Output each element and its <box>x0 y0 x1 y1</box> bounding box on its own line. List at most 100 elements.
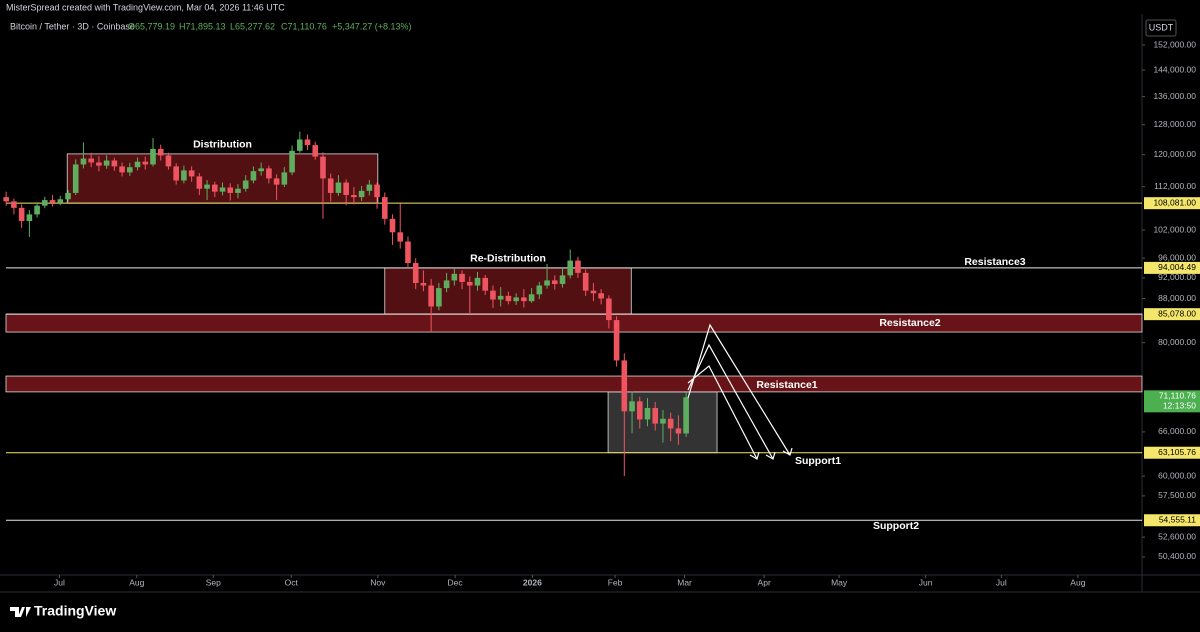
candle-body <box>273 178 280 185</box>
brand: TradingView <box>34 603 116 619</box>
ohlc-value: H71,895.13 <box>179 21 226 31</box>
candle-body <box>119 166 125 173</box>
candle-body <box>235 188 241 193</box>
candle-body <box>636 401 643 420</box>
level-label: 54,555.11 <box>1159 514 1196 524</box>
candle-body <box>466 281 473 286</box>
y-tick-label: 102,000.00 <box>1153 224 1196 234</box>
y-tick-label: 120,000.00 <box>1153 149 1196 159</box>
x-tick-label: Apr <box>758 577 771 587</box>
candle-body <box>389 218 396 233</box>
annotation: Support2 <box>873 520 919 532</box>
x-tick-label: Nov <box>370 577 386 587</box>
arrow-head <box>765 451 776 460</box>
candle-body <box>505 295 512 302</box>
y-tick-label: 80,000.00 <box>1158 337 1196 347</box>
candle-body <box>219 187 226 192</box>
candle-body <box>497 295 504 300</box>
candle-body <box>335 182 342 193</box>
y-tick-label: 136,000.00 <box>1153 91 1196 101</box>
candle-body <box>3 197 9 202</box>
candle-body <box>667 418 674 429</box>
candle-body <box>127 167 133 173</box>
candle-body <box>621 360 628 412</box>
y-tick-label: 52,600.00 <box>1158 531 1196 541</box>
candle-body <box>358 190 365 198</box>
y-tick-label: 112,000.00 <box>1154 181 1196 191</box>
candle-body <box>675 428 682 434</box>
candle-body <box>49 200 56 203</box>
candle-body <box>405 241 411 264</box>
level-label: 85,078.00 <box>1158 308 1196 318</box>
arrow-head <box>782 447 793 456</box>
x-tick-label: Mar <box>677 577 692 587</box>
annotation: Resistance3 <box>964 256 1025 268</box>
candle-body <box>513 297 519 302</box>
candle-body <box>88 158 94 163</box>
x-tick-label: Oct <box>285 577 299 587</box>
candle-body <box>683 397 689 434</box>
currency-box <box>1145 19 1177 37</box>
candle-body <box>397 232 404 242</box>
candle-body <box>366 184 373 191</box>
candle-body <box>65 192 71 200</box>
candle-body <box>412 263 419 283</box>
candle-body <box>590 290 597 294</box>
candle-body <box>327 178 334 193</box>
resistance-zone <box>5 375 1143 393</box>
candle-body <box>544 280 550 286</box>
x-tick-label: May <box>831 577 848 587</box>
candle-body <box>57 199 64 203</box>
level-label: 63,105.76 <box>1158 447 1196 457</box>
candle-body <box>42 200 48 206</box>
candle-body <box>266 168 272 179</box>
level-badge <box>1144 514 1200 527</box>
resistance-zone <box>5 313 1143 333</box>
candle-body <box>11 201 17 208</box>
x-tick-label: Dec <box>448 577 464 587</box>
candle-body <box>96 162 102 166</box>
countdown: 12:13:50 <box>1163 401 1196 411</box>
candle-body <box>181 170 187 181</box>
candle-body <box>165 155 172 167</box>
level-badge <box>1144 197 1200 210</box>
candle-body <box>660 418 666 424</box>
candle-body <box>289 150 295 173</box>
candle-body <box>451 273 458 281</box>
candle-body <box>428 285 434 307</box>
x-tick-label: Aug <box>1070 577 1085 587</box>
candle-body <box>613 320 620 361</box>
y-tick-label: 57,500.00 <box>1158 490 1196 500</box>
candle-body <box>490 290 496 300</box>
candle-body <box>528 294 535 302</box>
candle-body <box>551 280 558 284</box>
annotation: Resistance1 <box>756 379 817 391</box>
candle-body <box>536 285 543 295</box>
ohlc-legend: O65,779.19 H71,895.13 L65,277.62 C71,110.76… <box>128 21 412 31</box>
box-label: Distribution <box>193 139 252 151</box>
candle-body <box>142 161 149 165</box>
currency: USDT <box>1149 22 1174 32</box>
symbol: Bitcoin / Tether · 3D · Coinbase <box>10 21 135 31</box>
last-price-badge <box>1144 390 1200 413</box>
candle-body <box>521 297 527 302</box>
candle-body <box>212 184 218 192</box>
candle-body <box>374 184 380 198</box>
candle-body <box>296 139 303 151</box>
candle-body <box>227 187 234 193</box>
candle-body <box>204 184 210 189</box>
candle-body <box>559 275 566 284</box>
ohlc-value: O65,779.19 <box>128 21 175 31</box>
candle-body <box>250 171 257 181</box>
candle-body <box>281 172 288 185</box>
y-tick-label: 152,000.00 <box>1153 39 1196 49</box>
candle-body <box>443 280 450 289</box>
candle-body <box>80 158 87 165</box>
last-price: 71,110.76 <box>1159 391 1196 401</box>
candle-body <box>312 145 319 157</box>
y-tick-label: 88,000.00 <box>1158 293 1196 303</box>
logo: TradingView <box>10 603 116 619</box>
candle-body <box>582 272 589 291</box>
